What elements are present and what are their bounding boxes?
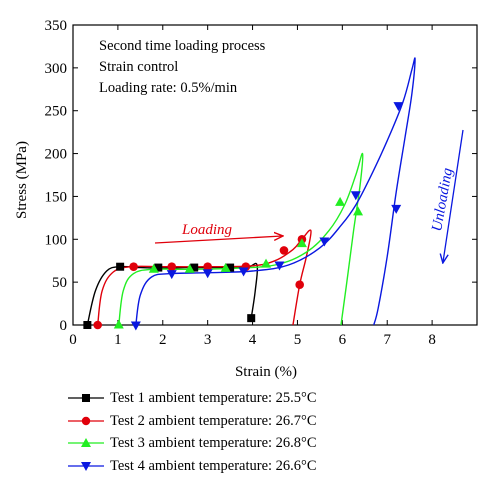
legend-label-test-3: Test 3 ambient temperature: 26.8°C	[110, 435, 317, 451]
y-tick-label: 100	[45, 232, 68, 248]
data-point-test-2	[295, 280, 304, 290]
data-point-test-4	[166, 270, 177, 280]
data-point-test-2	[203, 262, 212, 272]
axis-ticks: 0 1 2 3 4 5 6 7 8 0 50 100 150 200 250 300 350	[45, 18, 477, 348]
x-tick-label: 6	[339, 332, 347, 348]
data-point-test-4	[319, 237, 330, 247]
unloading-arrow	[443, 129, 464, 262]
y-tick-label: 0	[60, 318, 68, 334]
x-tick-label: 7	[383, 332, 391, 348]
series-line-test-4	[135, 57, 416, 326]
x-tick-label: 1	[114, 332, 122, 348]
loading-arrow	[154, 236, 282, 244]
data-point-test-4	[393, 102, 404, 112]
x-tick-label: 2	[159, 332, 167, 348]
data-point-test-4	[350, 191, 361, 201]
data-point-test-2	[129, 262, 138, 272]
data-point-test-1	[154, 263, 163, 272]
data-point-test-3	[353, 206, 364, 216]
data-point-test-3	[296, 238, 307, 248]
x-tick-label: 8	[428, 332, 436, 348]
x-tick-label: 4	[249, 332, 257, 348]
data-point-test-3	[148, 263, 159, 273]
y-axis-label: Stress (MPa)	[14, 141, 30, 219]
plot-frame	[72, 24, 478, 326]
data-point-test-1	[190, 263, 199, 272]
legend-label-test-2: Test 2 ambient temperature: 26.7°C	[110, 412, 317, 429]
data-point-test-4	[238, 267, 249, 277]
data-point-test-4	[130, 321, 141, 331]
annotation-line-3: Loading rate: 0.5%/min	[99, 80, 238, 96]
series-curves	[86, 57, 416, 326]
legend-label-test-1: Test 1 ambient temperature: 25.5°C	[110, 390, 317, 406]
legend-swatch-triangle-down	[68, 461, 104, 471]
y-tick-label: 250	[45, 104, 68, 120]
legend: Test 1 ambient temperature: 25.5°C Test …	[66, 387, 486, 477]
x-tick-label: 3	[204, 332, 212, 348]
legend-item-test-2: Test 2 ambient temperature: 26.7°C	[66, 410, 486, 432]
data-point-test-4	[391, 204, 402, 214]
data-point-test-4	[274, 261, 285, 271]
series-line-test-3	[118, 152, 364, 326]
data-point-test-2	[93, 320, 102, 330]
data-point-test-1	[83, 321, 92, 329]
y-tick-label: 50	[52, 275, 67, 291]
legend-swatch-circle	[68, 416, 104, 425]
loading-label: Loading	[181, 222, 233, 238]
data-point-test-4	[202, 269, 213, 279]
x-tick-label: 0	[69, 332, 77, 348]
x-axis-label: Strain (%)	[235, 364, 297, 380]
y-tick-label: 300	[45, 61, 68, 77]
annotation-line-1: Second time loading process	[99, 38, 266, 54]
data-point-test-3	[220, 262, 231, 272]
data-point-test-1	[226, 263, 235, 272]
data-point-test-2	[167, 262, 177, 272]
data-point-test-3	[184, 263, 195, 273]
legend-swatch-square	[68, 394, 104, 402]
y-tick-label: 200	[45, 147, 68, 163]
series-markers	[83, 102, 404, 331]
data-point-test-3	[335, 196, 346, 206]
data-point-test-3	[113, 319, 124, 329]
legend-item-test-1: Test 1 ambient temperature: 25.5°C	[66, 387, 486, 409]
legend-label-test-4: Test 4 ambient temperature: 26.6°C	[110, 457, 317, 474]
y-tick-label: 150	[45, 189, 68, 205]
legend-item-test-3: Test 3 ambient temperature: 26.8°C	[66, 432, 486, 454]
annotation-line-2: Strain control	[99, 59, 178, 75]
stress-strain-chart: 0 1 2 3 4 5 6 7 8 0 50 100 150 200 250 300 350 Strain (%…	[14, 18, 478, 380]
data-point-test-1	[116, 262, 125, 271]
legend-swatch-triangle-up	[68, 438, 104, 447]
data-point-test-2	[279, 246, 289, 255]
y-tick-label: 350	[45, 18, 68, 34]
legend-item-test-4: Test 4 ambient temperature: 26.6°C	[66, 455, 486, 477]
data-point-test-1	[247, 314, 256, 323]
x-tick-label: 5	[294, 332, 302, 348]
plot-area-border	[72, 24, 478, 326]
data-point-test-3	[261, 258, 272, 268]
